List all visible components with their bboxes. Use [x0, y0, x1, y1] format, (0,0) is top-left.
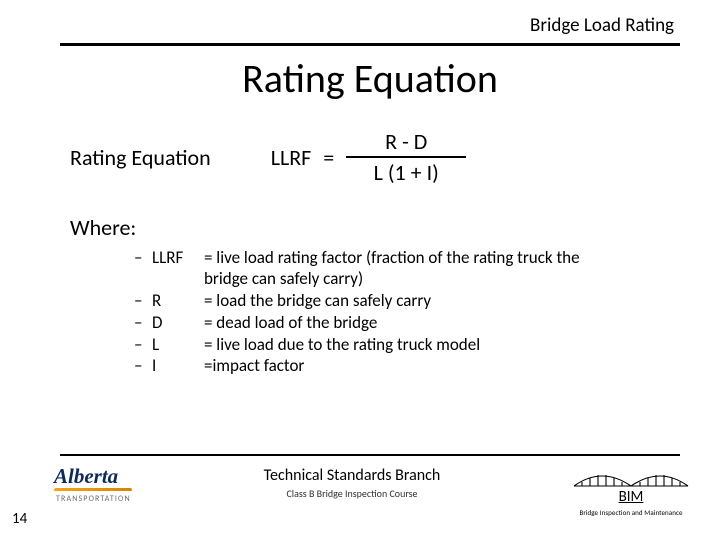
def-symbol: LLRF [152, 247, 204, 269]
footer-center: Technical Standards Branch Class B Bridg… [132, 466, 572, 500]
dash: – [134, 355, 152, 377]
header-label: Bridge Load Rating [60, 14, 680, 37]
def-row: – R = load the bridge can safely carry [134, 290, 680, 312]
where-label: Where: [60, 214, 680, 241]
dash: – [134, 334, 152, 356]
bim-label: BIM [619, 488, 644, 506]
slide: Bridge Load Rating Rating Equation Ratin… [0, 0, 720, 540]
def-desc: = load the bridge can safely carry [204, 290, 680, 312]
alberta-sub: TRANSPORTATION [56, 494, 131, 504]
equation: LLRF = R - D L (1 + I) [271, 129, 467, 186]
top-rule [60, 43, 680, 46]
dash: – [134, 290, 152, 312]
def-symbol: I [152, 355, 204, 377]
page-number: 14 [12, 510, 27, 528]
def-row: – LLRF = live load rating factor (fracti… [134, 247, 680, 291]
alberta-word: Alberta [54, 466, 118, 487]
numerator: R - D [385, 129, 427, 154]
footer: Alberta TRANSPORTATION Technical Standar… [0, 454, 720, 540]
def-desc: = live load rating factor (fraction of t… [204, 247, 680, 291]
course-line: Class B Bridge Inspection Course [132, 487, 572, 500]
def-text: bridge can safely carry) [204, 268, 363, 289]
equals-sign: = [323, 144, 334, 171]
equation-lhs: LLRF [271, 144, 312, 171]
bim-block: BIM Bridge Inspection and Maintenance [572, 464, 690, 517]
footer-inner: Alberta TRANSPORTATION Technical Standar… [0, 456, 720, 517]
def-row: – D = dead load of the bridge [134, 312, 680, 334]
def-row: – I =impact factor [134, 355, 680, 377]
definitions: – LLRF = live load rating factor (fracti… [60, 247, 680, 378]
equation-subtitle: Rating Equation [70, 144, 211, 171]
denominator: L (1 + I) [374, 160, 439, 185]
dash: – [134, 312, 152, 334]
def-desc: =impact factor [204, 355, 680, 377]
def-desc: = live load due to the rating truck mode… [204, 334, 680, 356]
def-desc: = dead load of the bridge [204, 312, 680, 334]
bim-sub: Bridge Inspection and Maintenance [579, 508, 682, 517]
def-row: – L = live load due to the rating truck … [134, 334, 680, 356]
fraction-line [346, 156, 466, 158]
bridge-icon [572, 464, 690, 490]
fraction: R - D L (1 + I) [346, 129, 466, 186]
def-symbol: L [152, 334, 204, 356]
def-text: = live load rating factor (fraction of t… [204, 247, 580, 268]
dash: – [134, 247, 152, 269]
equation-row: Rating Equation LLRF = R - D L (1 + I) [60, 129, 680, 186]
tech-branch: Technical Standards Branch [132, 466, 572, 485]
page-title: Rating Equation [60, 54, 680, 103]
alberta-logo: Alberta TRANSPORTATION [54, 466, 132, 504]
def-symbol: R [152, 290, 204, 312]
def-symbol: D [152, 312, 204, 334]
swoosh-icon [54, 488, 133, 491]
